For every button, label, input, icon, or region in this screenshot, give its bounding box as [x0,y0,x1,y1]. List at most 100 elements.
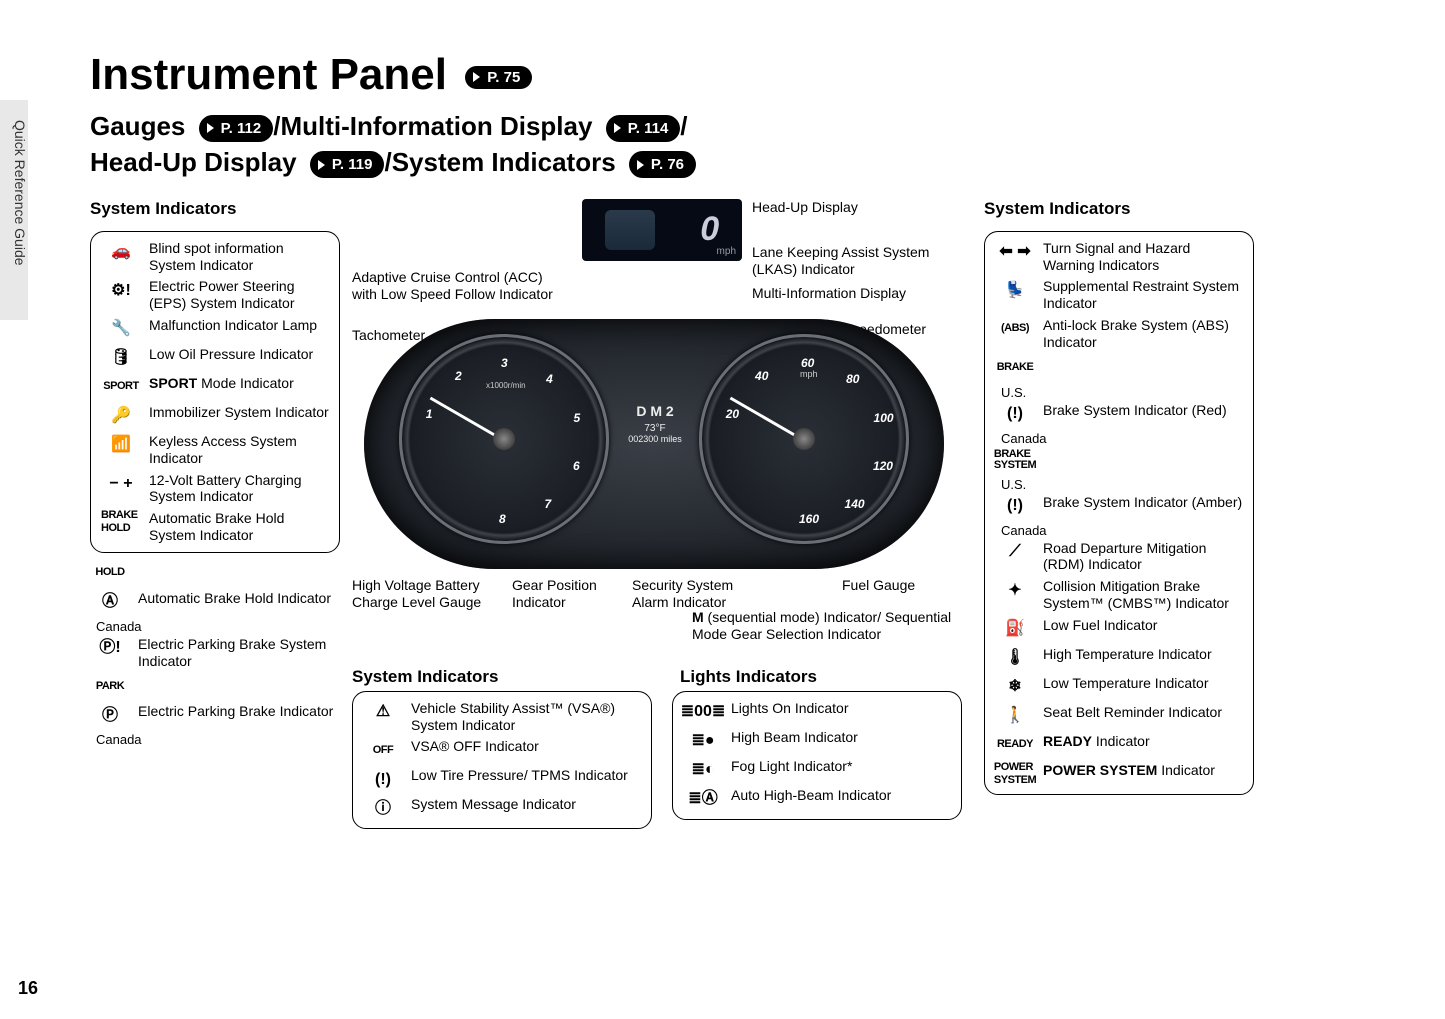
right-indicator-box: ⬅ ➡Turn Signal and Hazard Warning Indica… [984,231,1254,795]
indicator-text: Automatic Brake Hold System Indicator [149,510,329,544]
gauge-tick: 80 [846,372,859,386]
pill-gauges: P. 112 [199,115,274,142]
indicator-icon: 📶 [101,433,141,457]
indicator-row: ⓘSystem Message Indicator [363,796,641,820]
indicator-row: Ⓟ Electric Parking Brake Indicator [90,703,340,727]
indicator-icon: ≣● [683,729,723,753]
indicator-icon: ⚠ [363,700,403,724]
gauge-tick: 4 [546,372,553,386]
page: Instrument Panel P. 75 Gauges P. 112/Mul… [0,0,1445,859]
indicator-row: PARK [90,674,340,698]
indicator-text: 12-Volt Battery Charging System Indicato… [149,472,329,506]
indicator-text: Vehicle Stability Assist™ (VSA®) System … [411,700,641,734]
indicator-row: SPORT SPORT Mode Indicator [101,375,329,399]
indicator-text: POWER SYSTEM Indicator [1043,762,1243,779]
indicator-text: Brake System Indicator (Amber) [1043,494,1243,511]
indicator-icon: (ABS) [995,317,1035,341]
hud-car-icon [605,210,655,250]
indicator-text: System Message Indicator [411,796,641,813]
tach-hub [493,428,515,450]
indicator-text: Turn Signal and Hazard Warning Indicator… [1043,240,1243,274]
odometer: 002300 miles [617,434,693,444]
callout-mid: Multi-Information Display [752,285,972,303]
indicator-text: Auto High-Beam Indicator [731,787,951,804]
indicator-icon: (!) [363,767,403,791]
indicator-row: ≣Ⓐ Auto High-Beam Indicator [683,787,951,811]
indicator-row: (ABS)Anti-lock Brake System (ABS) Indica… [995,317,1243,351]
gauge-tick: 100 [874,411,894,425]
indicator-row: ⬅ ➡Turn Signal and Hazard Warning Indica… [995,240,1243,274]
indicator-row: (!) Brake System Indicator (Red) [995,402,1243,426]
indicator-text: Brake System Indicator (Red) [1043,402,1243,419]
lights-title: Lights Indicators [680,667,962,687]
tach-unit: x1000r/min [486,381,526,390]
indicator-text: Low Fuel Indicator [1043,617,1243,634]
indicator-row: 🔧Malfunction Indicator Lamp [101,317,329,341]
indicator-icon: (!) [995,402,1035,426]
indicator-text: Seat Belt Reminder Indicator [1043,704,1243,721]
indicator-row: ❄Low Temperature Indicator [995,675,1243,699]
indicator-icon: SPORT [101,375,141,399]
indicator-icon: POWER SYSTEM [995,762,1035,786]
indicator-icon: Ⓟ [90,703,130,727]
indicator-icon: ≣◐ [683,758,723,782]
hud-unit: mph [717,246,736,257]
indicator-row: ✦Collision Mitigation Brake System™ (CMB… [995,578,1243,612]
indicator-icon: ≣Ⓐ [683,787,723,811]
indicator-row: BRAKE SYSTEM [995,448,1243,472]
callout-mseq: M (sequential mode) Indicator/ Sequentia… [692,609,962,644]
indicator-text: Immobilizer System Indicator [149,404,329,421]
indicator-row: 📶 Keyless Access System Indicator [101,433,329,467]
callout-acc: Adaptive Cruise Control (ACC) with Low S… [352,269,562,304]
indicator-row: 🚗Blind spot information System Indicator [101,240,329,274]
indicator-text: SPORT Mode Indicator [149,375,329,392]
callout-hv: High Voltage Battery Charge Level Gauge [352,577,492,612]
gauge-tick: 6 [573,459,580,473]
indicator-text: Electric Power Steering (EPS) System Ind… [149,278,329,312]
instrument-cluster: 12345678 x1000r/min 20406080100120140160… [364,319,944,569]
indicator-row: (!)Brake System Indicator (Amber) [995,494,1243,518]
indicator-text: Keyless Access System Indicator [149,433,329,467]
gauge-tick: 60 [801,356,814,370]
speedo-unit: mph [800,369,818,379]
indicator-icon: 🚗 [101,240,141,264]
page-number: 16 [18,978,38,999]
indicator-icon: − + [101,472,141,496]
callout-lkas: Lane Keeping Assist System (LKAS) Indica… [752,244,962,279]
right-box-title: System Indicators [984,199,1254,219]
indicator-icon: ⛽ [995,617,1035,641]
region-label: U.S. [1001,477,1243,492]
indicator-text: Malfunction Indicator Lamp [149,317,329,334]
gauge-tick: 40 [755,369,768,383]
indicator-text: Electric Parking Brake Indicator [138,703,340,720]
indicator-icon: HOLD [90,561,130,585]
indicator-row: ≣●High Beam Indicator [683,729,951,753]
gauge-tick: 120 [873,459,893,473]
indicator-row: POWER SYSTEM POWER SYSTEM Indicator [995,762,1243,786]
indicator-icon: ❄ [995,675,1035,699]
indicator-row: Ⓟ!Electric Parking Brake System Indicato… [90,636,340,670]
temp-display: 73°F [617,423,693,434]
callout-security: Security System Alarm Indicator [632,577,762,612]
pill-hud: P. 119 [310,151,385,178]
gauge-tick: 140 [845,497,865,511]
gauge-tick: 20 [726,407,739,421]
lights-indicator-box: ≣00≣Lights On Indicator≣●High Beam Indic… [672,691,962,820]
indicator-icon: BRAKE [995,356,1035,380]
center-panel: D M 2 73°F 002300 miles [617,399,693,444]
indicator-icon: 🚶 [995,704,1035,728]
indicator-text: Low Tire Pressure/ TPMS Indicator [411,767,641,784]
subheading: Gauges P. 112/Multi-Information Display … [90,108,1415,181]
indicator-row: (!) Low Tire Pressure/ TPMS Indicator [363,767,641,791]
subhead-mid: Multi-Information Display [280,111,592,141]
subhead-gauges: Gauges [90,111,185,141]
indicator-text: Collision Mitigation Brake System™ (CMBS… [1043,578,1243,612]
indicator-text: Fog Light Indicator* [731,758,951,775]
lights-wrapper: Lights Indicators ≣00≣Lights On Indicato… [672,667,962,820]
callout-gear: Gear Position Indicator [512,577,622,612]
indicator-row: ⟋Road Departure Mitigation (RDM) Indicat… [995,540,1243,574]
left-extra-list: HOLDⒶAutomatic Brake Hold IndicatorCanad… [90,561,340,750]
indicator-row: BRAKE [995,356,1243,380]
title-page-ref-pill: P. 75 [465,66,532,89]
indicator-row: 🌡High Temperature Indicator [995,646,1243,670]
